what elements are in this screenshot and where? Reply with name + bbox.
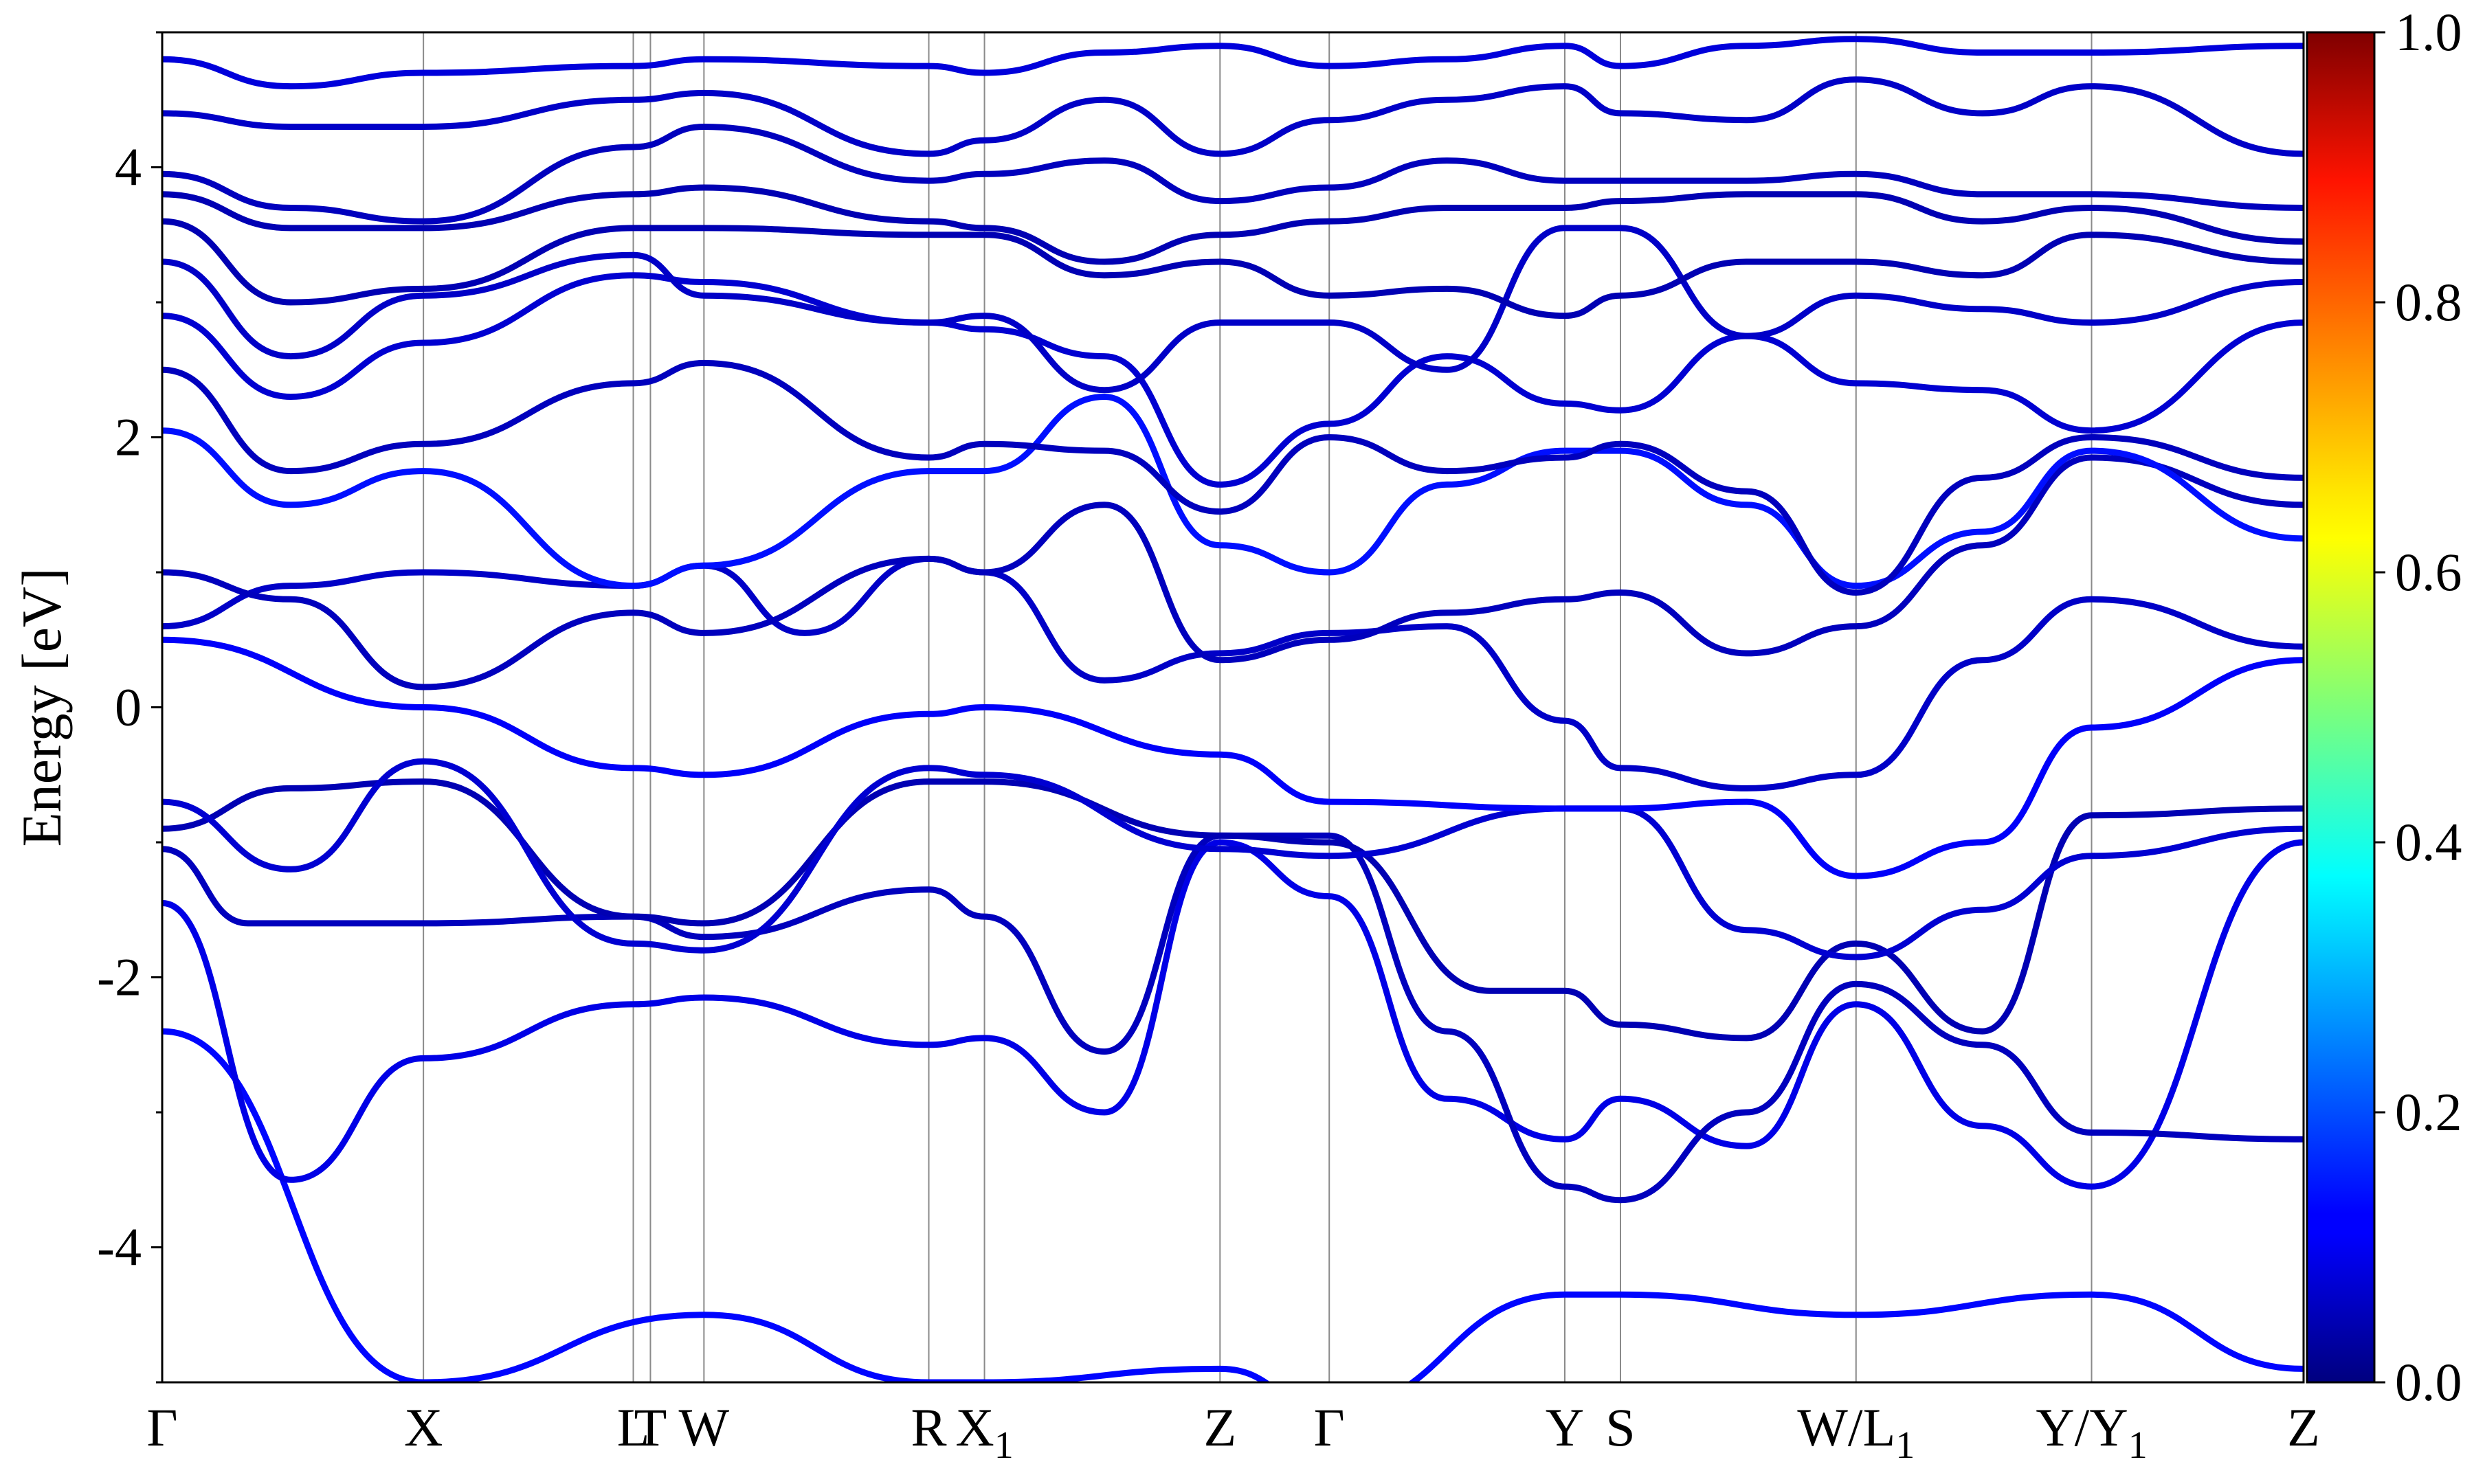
x-tick-label: T xyxy=(634,1397,667,1457)
x-tick-label: Z xyxy=(2287,1397,2320,1457)
x-axis: Γ X LT W R X1 Z Γ Y S W/L1 Y/Y1 Z xyxy=(146,1397,2319,1467)
band-line xyxy=(162,832,2304,1204)
band-line xyxy=(162,454,2304,690)
x-tick-label: Γ xyxy=(1314,1397,1345,1457)
band-line xyxy=(162,636,2304,879)
y-tick-label: 2 xyxy=(115,407,142,467)
colorbar-tick-label: 0.0 xyxy=(2395,1352,2462,1412)
band-line xyxy=(162,778,2304,1042)
band-line xyxy=(162,839,2304,1190)
x-tick-label: Z xyxy=(1203,1397,1236,1457)
colorbar-gradient xyxy=(2306,31,2376,1384)
band-line xyxy=(162,1028,2304,1382)
y-tick-label: 0 xyxy=(115,677,142,737)
x-tick-label: Y xyxy=(1546,1397,1584,1457)
colorbar: 0.0 0.2 0.4 0.6 0.8 1.0 xyxy=(2306,2,2462,1412)
band-line xyxy=(162,36,2304,90)
band-line xyxy=(162,76,2304,157)
band-line xyxy=(162,124,2304,225)
y-axis-title: Energy [eV] xyxy=(10,567,73,846)
x-tick-label: Γ xyxy=(146,1397,177,1457)
y-tick-label: -4 xyxy=(97,1217,142,1277)
band-line xyxy=(162,225,2304,394)
x-tick-label: Y/Y1 xyxy=(2036,1397,2147,1467)
x-tick-label: X1 xyxy=(955,1397,1013,1467)
band-line xyxy=(162,394,2304,589)
x-tick-label: L xyxy=(617,1397,650,1457)
colorbar-tick-label: 1.0 xyxy=(2395,2,2462,62)
x-tick-label: W xyxy=(679,1397,730,1457)
x-tick-label: W/L1 xyxy=(1797,1397,1915,1467)
y-tick-label: -2 xyxy=(97,947,142,1007)
colorbar-tick-label: 0.2 xyxy=(2395,1082,2462,1142)
x-tick-label: X xyxy=(404,1397,443,1457)
colorbar-tick-label: 0.4 xyxy=(2395,812,2462,872)
band-lines xyxy=(162,36,2304,1382)
band-line xyxy=(162,359,2304,596)
band-line xyxy=(162,218,2304,319)
band-line xyxy=(162,272,2304,488)
colorbar-ticks: 0.0 0.2 0.4 0.6 0.8 1.0 xyxy=(2374,2,2462,1412)
x-tick-label: R xyxy=(911,1397,947,1457)
y-tick-label: 4 xyxy=(115,137,142,197)
band-line xyxy=(162,184,2304,265)
x-tick-label: S xyxy=(1605,1397,1635,1457)
colorbar-tick-label: 0.8 xyxy=(2395,272,2462,332)
band-line xyxy=(162,758,2304,960)
y-axis: 4 2 0 -2 -4 xyxy=(97,31,162,1384)
colorbar-tick-label: 0.6 xyxy=(2395,542,2462,602)
